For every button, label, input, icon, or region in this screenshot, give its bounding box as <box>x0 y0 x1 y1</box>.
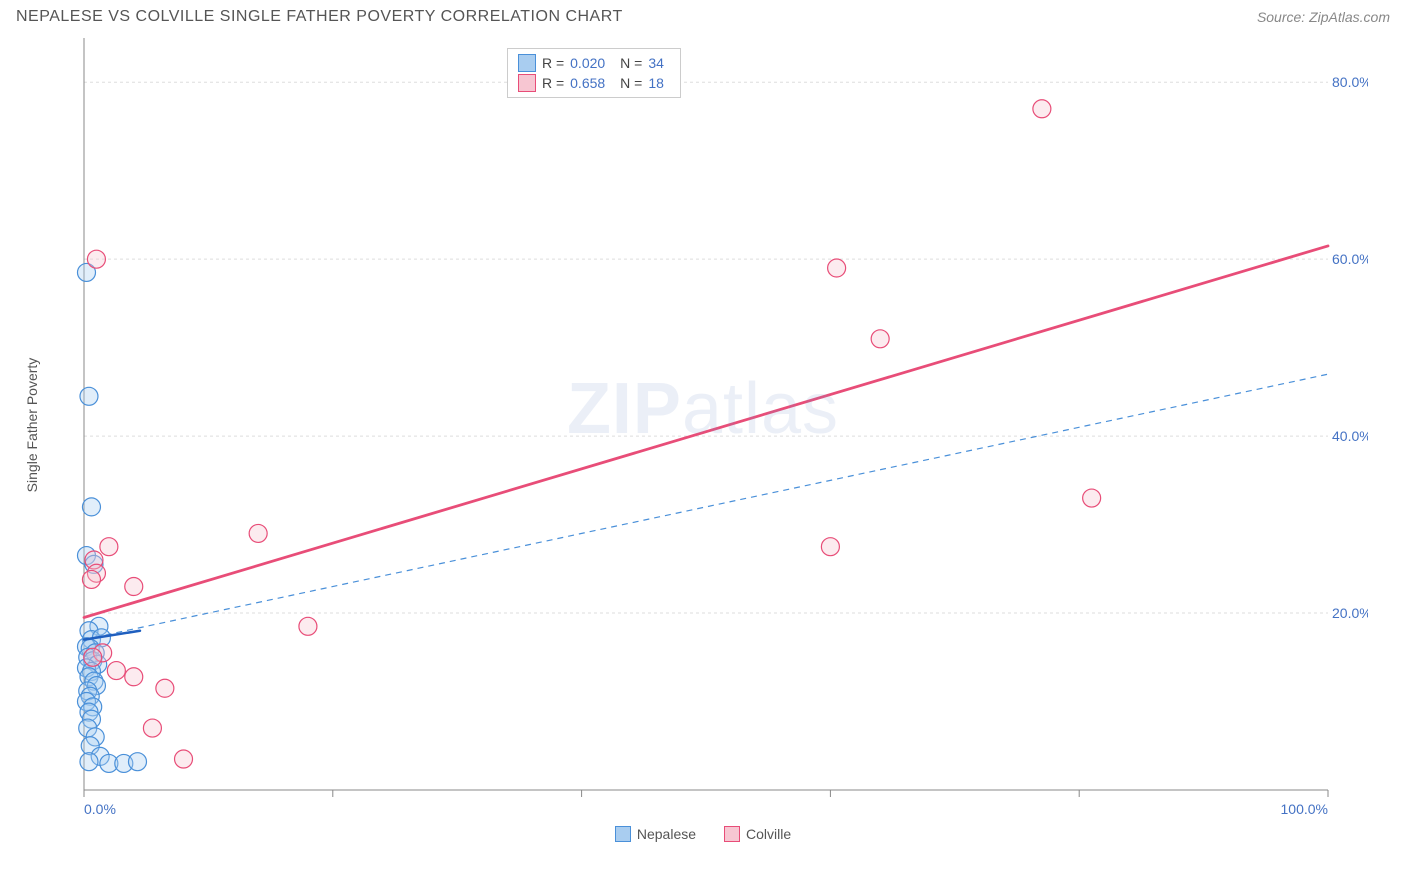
stats-r-value: 0.020 <box>570 55 614 71</box>
svg-text:0.0%: 0.0% <box>84 801 116 817</box>
stats-n-label: N = <box>620 55 642 71</box>
legend-item: Nepalese <box>615 826 696 842</box>
stats-n-value: 34 <box>648 55 670 71</box>
svg-text:40.0%: 40.0% <box>1332 428 1368 444</box>
chart-header: NEPALESE VS COLVILLE SINGLE FATHER POVER… <box>0 0 1406 30</box>
svg-text:100.0%: 100.0% <box>1281 801 1328 817</box>
y-axis-label: Single Father Poverty <box>24 358 40 493</box>
stats-r-label: R = <box>542 55 564 71</box>
legend-item: Colville <box>724 826 791 842</box>
legend-label: Colville <box>746 826 791 842</box>
stats-r-value: 0.658 <box>570 75 614 91</box>
chart-title: NEPALESE VS COLVILLE SINGLE FATHER POVER… <box>16 8 623 26</box>
stats-n-value: 18 <box>648 75 670 91</box>
chart-area: Single Father Poverty ZIPatlas 20.0%40.0… <box>38 30 1368 820</box>
chart-source: Source: ZipAtlas.com <box>1257 9 1390 25</box>
stats-row: R = 0.020 N = 34 <box>518 53 670 73</box>
stats-swatch <box>518 74 536 92</box>
stats-r-label: R = <box>542 75 564 91</box>
svg-text:80.0%: 80.0% <box>1332 74 1368 90</box>
stats-swatch <box>518 54 536 72</box>
legend-swatch <box>724 826 740 842</box>
stats-n-label: N = <box>620 75 642 91</box>
svg-text:20.0%: 20.0% <box>1332 605 1368 621</box>
scatter-chart: 20.0% 40.0% 60.0% 80.0% 0.0% 100.0% <box>38 30 1368 820</box>
svg-text:60.0%: 60.0% <box>1332 251 1368 267</box>
stats-row: R = 0.658 N = 18 <box>518 73 670 93</box>
legend-label: Nepalese <box>637 826 696 842</box>
legend-bottom: Nepalese Colville <box>0 826 1406 842</box>
correlation-stats-box: R = 0.020 N = 34 R = 0.658 N = 18 <box>507 48 681 98</box>
legend-swatch <box>615 826 631 842</box>
